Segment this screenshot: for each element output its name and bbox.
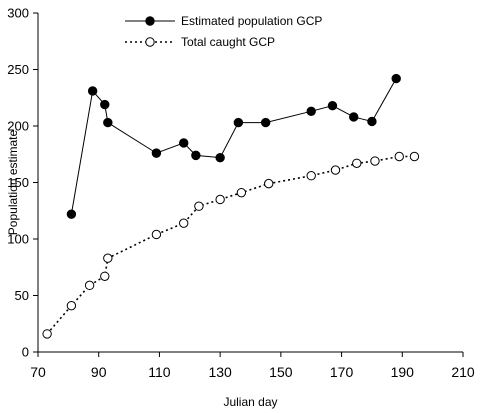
- legend-item-total-caught: Total caught GCP: [125, 35, 275, 49]
- x-tick-label: 170: [330, 364, 354, 380]
- y-tick-label: 0: [22, 345, 29, 360]
- data-point-series-0: [260, 117, 271, 128]
- y-axis-label: Population estimate: [6, 129, 20, 235]
- y-tick-label: 100: [7, 232, 29, 247]
- legend-item-estimated: Estimated population GCP: [125, 14, 322, 28]
- data-point-series-1: [330, 165, 341, 175]
- data-point-series-0: [349, 112, 359, 122]
- data-point-series-1: [409, 151, 420, 162]
- axes: 70 90 110 130 150 170 190 210 0 50 100 150 200 250 30…: [7, 6, 475, 381]
- data-point-series-1: [100, 271, 110, 281]
- data-point-series-0: [179, 138, 189, 148]
- data-point-series-1: [42, 329, 52, 339]
- x-axis-ticks: 70 90 110 130 150 170 190 210: [30, 352, 475, 380]
- series-line-1: [46, 155, 415, 335]
- data-point-series-1: [370, 156, 380, 166]
- data-point-series-1: [264, 178, 274, 189]
- data-point-series-0: [215, 152, 225, 163]
- y-tick-label: 150: [7, 175, 29, 190]
- data-point-series-1: [66, 300, 77, 311]
- x-tick-label: 130: [208, 364, 232, 380]
- data-point-series-0: [391, 73, 401, 84]
- data-point-series-1: [151, 229, 162, 240]
- data-point-series-1: [236, 187, 247, 198]
- x-tick-label: 110: [148, 364, 171, 380]
- x-tick-label: 210: [451, 364, 475, 380]
- x-tick-label: 90: [91, 364, 107, 380]
- x-tick-label: 150: [269, 364, 293, 380]
- y-tick-label: 50: [15, 288, 29, 303]
- data-point-series-0: [151, 148, 162, 158]
- data-point-series-0: [103, 117, 113, 128]
- series-layer: [42, 73, 420, 339]
- x-tick-label: 190: [391, 364, 415, 380]
- data-point-series-0: [327, 100, 338, 111]
- legend-marker-total-caught: [145, 37, 155, 47]
- x-tick-label: 70: [30, 364, 46, 380]
- y-axis-ticks: 0 50 100 150 200 250 300: [7, 6, 38, 360]
- y-tick-label: 250: [7, 62, 29, 77]
- data-point-series-0: [100, 99, 110, 110]
- data-point-series-1: [84, 280, 95, 291]
- data-point-series-1: [352, 158, 362, 168]
- data-point-series-1: [103, 253, 113, 263]
- data-point-series-0: [191, 150, 201, 161]
- legend: Estimated population GCP Total caught GC…: [125, 14, 322, 49]
- y-tick-label: 300: [7, 6, 29, 21]
- data-point-series-0: [66, 209, 77, 219]
- data-point-series-1: [215, 194, 225, 205]
- legend-label-estimated: Estimated population GCP: [181, 14, 322, 28]
- data-point-series-0: [87, 86, 98, 96]
- legend-marker-estimated: [145, 16, 155, 26]
- data-point-series-1: [194, 201, 204, 211]
- y-tick-label: 200: [7, 119, 29, 134]
- data-point-series-0: [233, 117, 244, 128]
- data-point-series-1: [179, 218, 189, 228]
- series-line-0: [70, 78, 397, 215]
- data-point-series-0: [367, 116, 377, 127]
- x-axis-label: Julian day: [223, 395, 277, 409]
- data-point-series-1: [394, 151, 404, 162]
- legend-label-total-caught: Total caught GCP: [181, 35, 275, 49]
- data-point-series-1: [306, 171, 316, 181]
- data-point-series-0: [306, 106, 316, 117]
